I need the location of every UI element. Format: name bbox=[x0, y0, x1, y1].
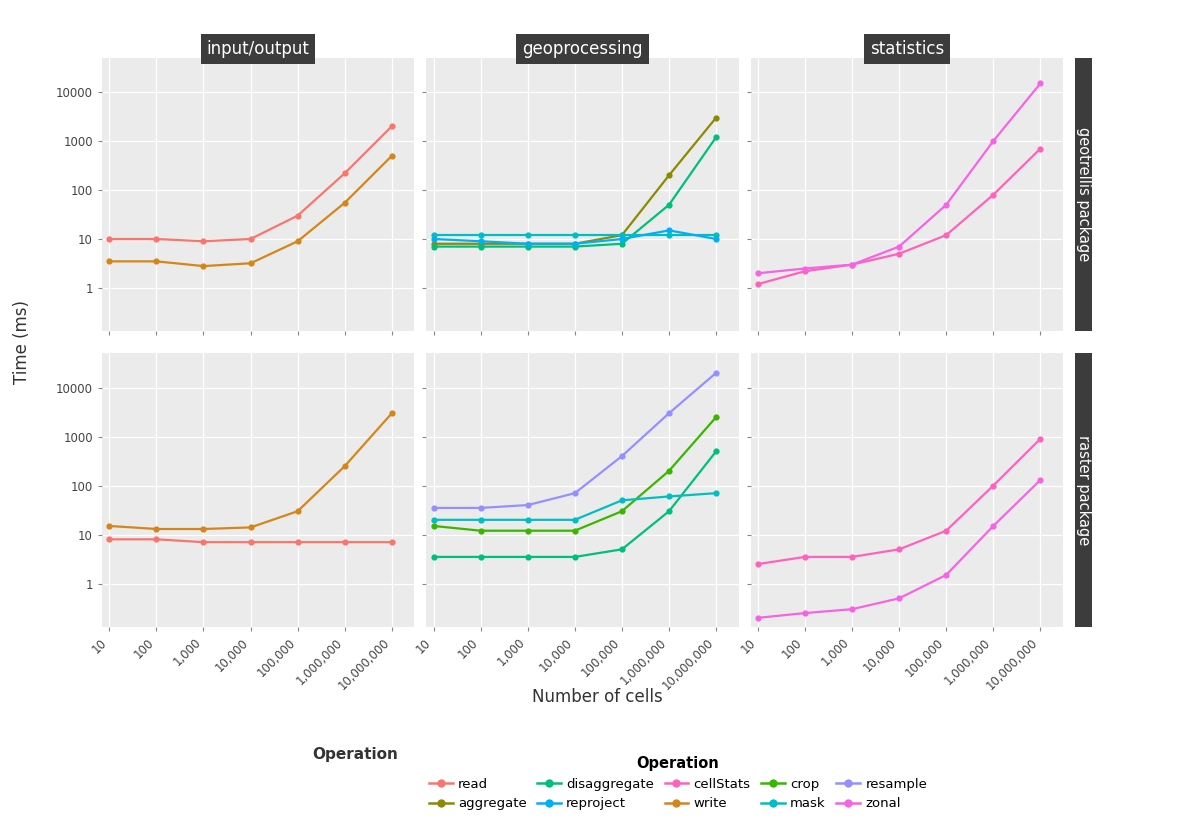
Title: statistics: statistics bbox=[870, 40, 944, 58]
Title: geoprocessing: geoprocessing bbox=[522, 40, 643, 58]
Text: Operation: Operation bbox=[312, 747, 398, 762]
Text: raster package: raster package bbox=[1076, 435, 1091, 545]
Legend: read, aggregate, disaggregate, reproject, cellStats, write, crop, mask, resample: read, aggregate, disaggregate, reproject… bbox=[428, 756, 928, 810]
Title: input/output: input/output bbox=[206, 40, 310, 58]
Text: geotrellis package: geotrellis package bbox=[1076, 128, 1091, 262]
Text: Number of cells: Number of cells bbox=[532, 688, 662, 706]
Text: Time (ms): Time (ms) bbox=[12, 300, 31, 384]
